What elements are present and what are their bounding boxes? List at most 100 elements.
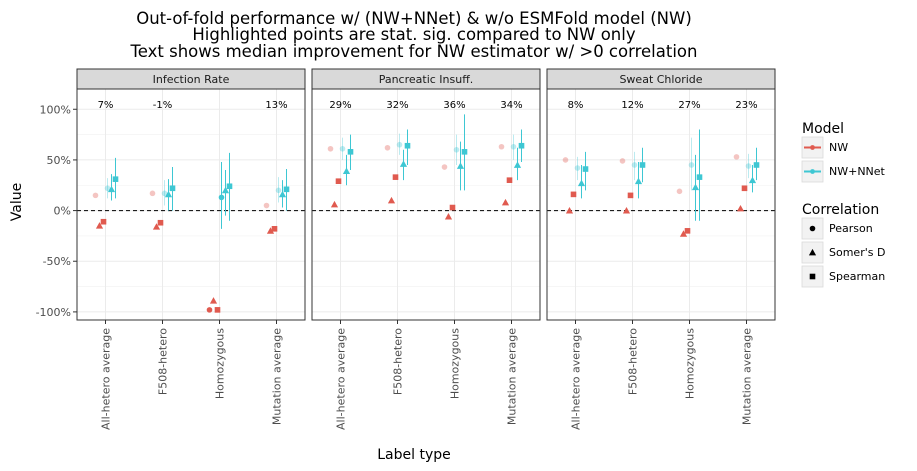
- nw-pearson-point: [206, 307, 213, 313]
- panel-background: [547, 89, 775, 320]
- median-improvement-label: 23%: [735, 100, 757, 111]
- nnet-pearson-point: [510, 143, 517, 150]
- median-improvement-label: 32%: [386, 100, 408, 111]
- median-improvement-label: -1%: [153, 100, 172, 111]
- nnet-spearman-point: [582, 166, 589, 172]
- nnet-somers-point: [342, 167, 351, 174]
- nw-somers-point: [266, 227, 275, 234]
- nw-spearman-point: [157, 219, 164, 226]
- legend-model-label: NW+NNet: [829, 165, 886, 178]
- legend-correlation-title: Correlation: [802, 202, 879, 218]
- legend-shape: [809, 225, 816, 232]
- nw-spearman-point: [335, 178, 342, 184]
- nw-pearson-point: [562, 157, 569, 163]
- title-line-3: Text shows median improvement for NW est…: [130, 42, 698, 61]
- nw-spearman-point: [449, 204, 456, 211]
- nnet-pearson-point: [218, 194, 225, 201]
- median-improvement-label: 29%: [329, 100, 351, 111]
- nnet-pearson-point: [161, 190, 168, 197]
- legend-point: [810, 169, 815, 174]
- nnet-spearman-point: [226, 183, 233, 190]
- x-tick-label: All-hetero average: [100, 328, 113, 430]
- x-tick-label: F508-hetero: [157, 328, 170, 395]
- facet-strip-label: Infection Rate: [153, 73, 230, 86]
- nnet-somers-point: [164, 190, 173, 198]
- nw-somers-point: [622, 206, 631, 214]
- legend-model-label: NW: [829, 141, 848, 154]
- nnet-spearman-point: [169, 185, 176, 192]
- nw-spearman-point: [506, 177, 513, 183]
- nw-pearson-point: [498, 143, 505, 150]
- legend-model-title: Model: [802, 121, 844, 137]
- median-improvement-label: 27%: [678, 100, 700, 111]
- y-tick-label: -50%: [43, 255, 71, 268]
- nnet-pearson-point: [745, 163, 752, 169]
- nw-pearson-point: [327, 145, 334, 152]
- facet-strip-label: Sweat Chloride: [619, 73, 702, 86]
- x-tick-label: Mutation average: [506, 328, 519, 425]
- nw-pearson-point: [676, 188, 683, 195]
- nnet-pearson-point: [104, 185, 111, 192]
- x-tick-label: All-hetero average: [335, 328, 348, 430]
- x-tick-label: Homozygous: [684, 328, 697, 399]
- nnet-pearson-point: [574, 165, 581, 171]
- y-tick-label: 50%: [47, 154, 71, 167]
- nw-somers-point: [679, 230, 688, 237]
- nw-somers-point: [501, 198, 510, 206]
- nnet-somers-point: [221, 186, 230, 194]
- nw-spearman-point: [392, 174, 399, 180]
- nw-somers-point: [387, 196, 396, 204]
- nw-somers-point: [152, 223, 161, 230]
- nw-somers-point: [736, 204, 745, 212]
- nnet-spearman-point: [283, 186, 290, 193]
- nnet-spearman-point: [112, 176, 119, 182]
- nw-pearson-point: [92, 192, 99, 199]
- median-improvement-label: 36%: [443, 100, 465, 111]
- y-tick-label: -100%: [36, 306, 71, 319]
- nw-pearson-point: [619, 158, 626, 164]
- nnet-somers-point: [691, 183, 700, 191]
- nw-pearson-point: [149, 190, 156, 197]
- nw-pearson-point: [441, 164, 448, 170]
- x-tick-label: All-hetero average: [570, 328, 583, 430]
- x-tick-label: Homozygous: [449, 328, 462, 399]
- nnet-pearson-point: [275, 187, 282, 194]
- nw-pearson-point: [263, 202, 270, 209]
- x-tick-label: Mutation average: [741, 328, 754, 425]
- nw-somers-point: [444, 213, 453, 220]
- nw-somers-point: [209, 297, 218, 304]
- y-tick-label: 0%: [54, 205, 71, 218]
- x-axis-title: Label type: [377, 447, 451, 463]
- legend-point: [810, 145, 815, 150]
- panel-background: [312, 89, 540, 320]
- nw-somers-point: [95, 222, 104, 229]
- nnet-somers-point: [456, 162, 465, 169]
- facet-panels: Infection Rate 7% All-hetero average -1% F50…: [36, 68, 776, 430]
- median-improvement-label: 7%: [98, 100, 114, 111]
- nnet-spearman-point: [404, 142, 411, 149]
- nnet-pearson-point: [339, 145, 346, 152]
- median-improvement-label: 12%: [621, 100, 643, 111]
- nw-spearman-point: [627, 192, 634, 199]
- x-tick-label: F508-hetero: [627, 328, 640, 395]
- legend-shape: [808, 248, 817, 256]
- nnet-somers-point: [107, 185, 116, 193]
- y-axis-title: Value: [9, 183, 25, 221]
- median-improvement-label: 8%: [568, 100, 584, 111]
- nw-spearman-point: [100, 218, 107, 225]
- nnet-pearson-point: [396, 141, 403, 148]
- nnet-somers-point: [513, 161, 522, 168]
- legend-correlation-label: Spearman: [829, 270, 885, 283]
- nw-spearman-point: [570, 191, 577, 198]
- nw-spearman-point: [741, 185, 748, 192]
- nw-spearman-point: [271, 226, 278, 232]
- title-line-2: Highlighted points are stat. sig. compar…: [192, 25, 635, 44]
- title-line-1: Out-of-fold performance w/ (NW+NNet) & w…: [136, 9, 692, 28]
- nnet-somers-point: [634, 177, 643, 185]
- facet-panel: Infection Rate 7% All-hetero average -1% F50…: [76, 68, 306, 430]
- panel-border: [311, 88, 541, 321]
- legend-shape: [809, 273, 816, 280]
- legend-correlation-label: Somer's D: [829, 246, 885, 259]
- facet-strip-label: Pancreatic Insuff.: [379, 73, 474, 86]
